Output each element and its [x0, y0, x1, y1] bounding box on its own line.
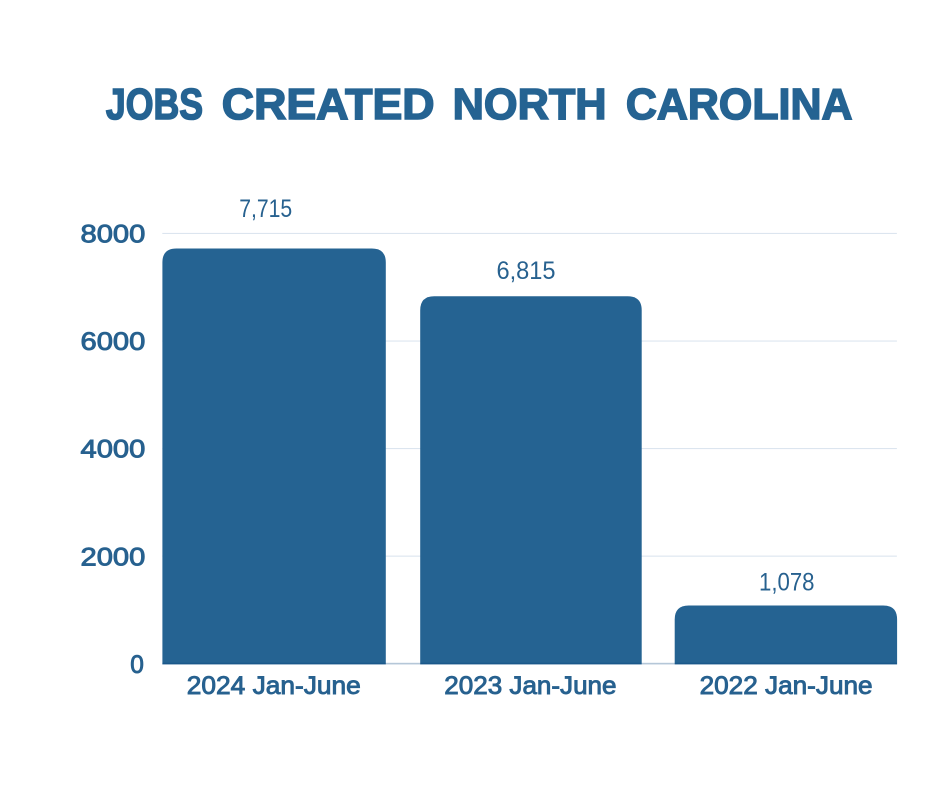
svg-text:NORTH: NORTH	[453, 80, 607, 129]
svg-text:CAROLINA: CAROLINA	[626, 80, 853, 129]
svg-text:CREATED: CREATED	[222, 80, 435, 129]
svg-text:8000: 8000	[81, 221, 146, 249]
svg-text:2024 Jan-June: 2024 Jan-June	[187, 672, 361, 700]
svg-text:2000: 2000	[81, 543, 146, 571]
svg-text:2022 Jan-June: 2022 Jan-June	[700, 672, 873, 700]
svg-text:4000: 4000	[81, 436, 146, 464]
svg-text:2023 Jan-June: 2023 Jan-June	[444, 672, 616, 700]
svg-text:0: 0	[130, 651, 144, 679]
svg-text:6000: 6000	[81, 328, 146, 356]
svg-text:1,078: 1,078	[759, 569, 815, 597]
svg-text:7,715: 7,715	[239, 195, 292, 223]
svg-text:JOBS: JOBS	[106, 80, 203, 129]
svg-text:6,815: 6,815	[497, 257, 556, 285]
